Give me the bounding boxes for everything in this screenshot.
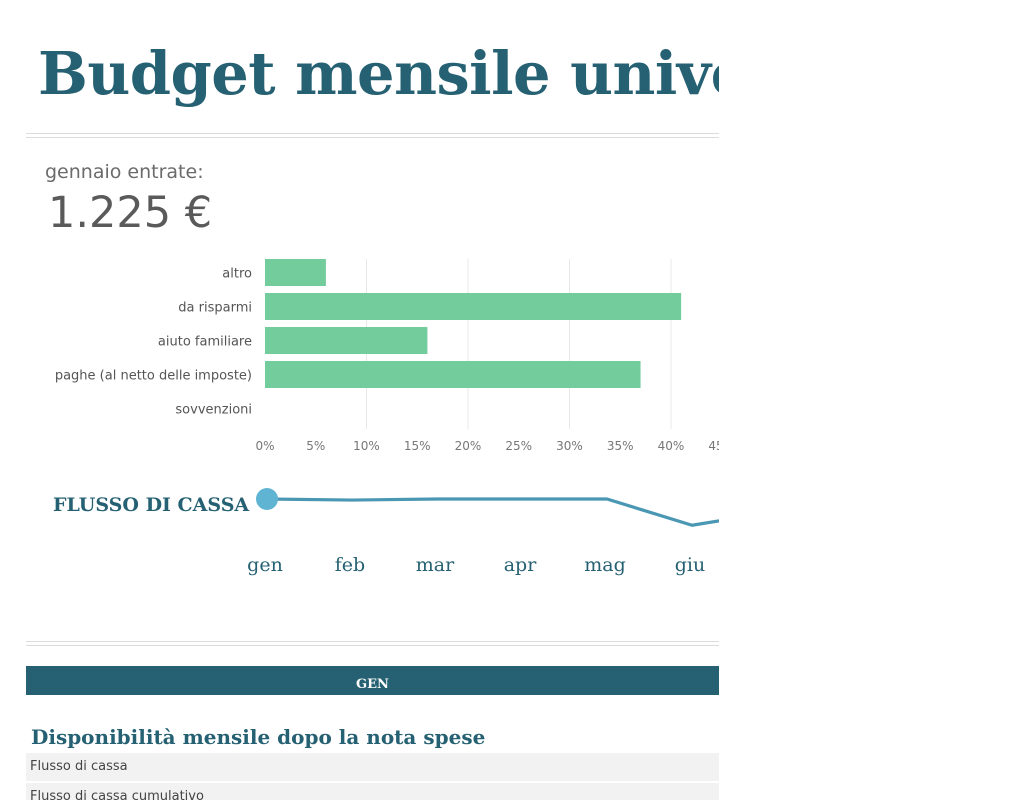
month-header: GEN bbox=[26, 666, 719, 695]
category-label: da risparmi bbox=[178, 301, 252, 316]
page-title: Budget mensile universitario bbox=[38, 39, 719, 108]
divider bbox=[26, 641, 719, 646]
category-label: sovvenzioni bbox=[175, 403, 252, 418]
x-tick-label: 30% bbox=[556, 439, 583, 453]
x-tick-label: 20% bbox=[455, 439, 482, 453]
series-line bbox=[266, 497, 719, 527]
divider bbox=[26, 133, 719, 138]
bar bbox=[265, 327, 428, 354]
category-label: aiuto familiare bbox=[158, 335, 252, 350]
month-label: giu bbox=[675, 554, 705, 576]
section-title: Disponibilità mensile dopo la nota spese bbox=[31, 725, 486, 749]
category-label: altro bbox=[222, 267, 252, 282]
x-tick-label: 40% bbox=[658, 439, 685, 453]
month-label: mag bbox=[584, 554, 626, 576]
x-tick-label: 15% bbox=[404, 439, 431, 453]
month-label: feb bbox=[335, 554, 365, 576]
data-point bbox=[256, 488, 278, 510]
table-row[interactable]: Flusso di cassa cumulativo bbox=[26, 783, 719, 800]
x-tick-label: 45% bbox=[708, 439, 719, 453]
x-tick-label: 25% bbox=[505, 439, 532, 453]
bar bbox=[265, 293, 682, 320]
month-label: apr bbox=[504, 554, 537, 576]
cash-flow-line-chart[interactable]: genfebmaraprmaggiulug bbox=[0, 470, 719, 580]
x-tick-label: 0% bbox=[255, 439, 274, 453]
worksheet: Budget mensile universitario gennaio ent… bbox=[0, 39, 719, 800]
x-tick-label: 10% bbox=[353, 439, 380, 453]
x-tick-label: 5% bbox=[306, 439, 325, 453]
category-label: paghe (al netto delle imposte) bbox=[55, 369, 252, 384]
cash-flow-label: FLUSSO DI CASSA bbox=[53, 494, 250, 516]
month-label: gen bbox=[247, 554, 283, 576]
x-tick-label: 35% bbox=[607, 439, 634, 453]
bar bbox=[265, 361, 641, 388]
month-label: mar bbox=[416, 554, 455, 576]
income-value: 1.225 € bbox=[48, 188, 213, 238]
income-label: gennaio entrate: bbox=[45, 161, 204, 183]
table-row[interactable]: Flusso di cassa bbox=[26, 753, 719, 781]
bar bbox=[265, 259, 326, 286]
income-bar-chart[interactable]: 0% 5% 10% 15% 20% 25% 30% 35% 40% 45% altro da risp… bbox=[0, 250, 719, 465]
